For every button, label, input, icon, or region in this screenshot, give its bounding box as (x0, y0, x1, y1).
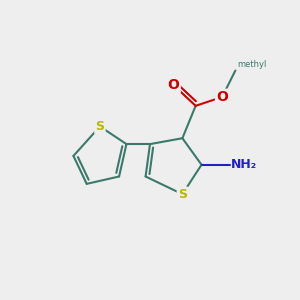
Text: methyl: methyl (237, 60, 266, 69)
Text: NH₂: NH₂ (231, 158, 257, 171)
Text: O: O (168, 78, 179, 92)
Text: O: O (216, 90, 228, 104)
Text: S: S (95, 120, 104, 133)
Text: S: S (178, 188, 187, 201)
